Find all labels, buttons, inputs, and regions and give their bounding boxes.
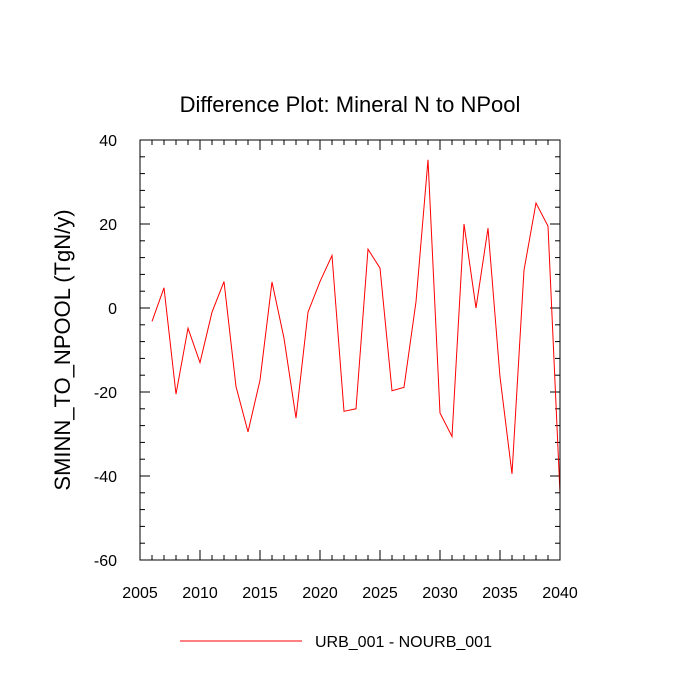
y-tick-label: 20 (99, 217, 117, 234)
x-tick-label: 2030 (422, 585, 458, 602)
y-tick-label: 0 (108, 301, 117, 318)
legend: URB_001 - NOURB_001 (180, 634, 492, 651)
y-tick-label: -40 (94, 469, 117, 486)
x-tick-label: 2035 (482, 585, 518, 602)
plot-frame (139, 139, 561, 561)
x-tick-label: 2025 (362, 585, 398, 602)
y-tick-label: -60 (94, 553, 117, 570)
x-tick-label: 2015 (242, 585, 278, 602)
y-tick-label: -20 (94, 385, 117, 402)
x-tick-label: 2005 (122, 585, 158, 602)
legend-label: URB_001 - NOURB_001 (315, 634, 492, 651)
x-tick-label: 2040 (542, 585, 578, 602)
chart-title: Difference Plot: Mineral N to NPool (180, 92, 521, 117)
tick-labels: 2005 2010 2015 2020 2025 2030 2035 2040-60-40-2… (94, 133, 578, 602)
series-line (151, 159, 561, 494)
y-tick-label: 40 (99, 133, 117, 150)
x-tick-label: 2020 (302, 585, 338, 602)
y-axis-label: SMINN_TO_NPOOL (TgN/y) (50, 209, 75, 490)
series-layer (151, 159, 561, 494)
x-tick-label: 2010 (182, 585, 218, 602)
